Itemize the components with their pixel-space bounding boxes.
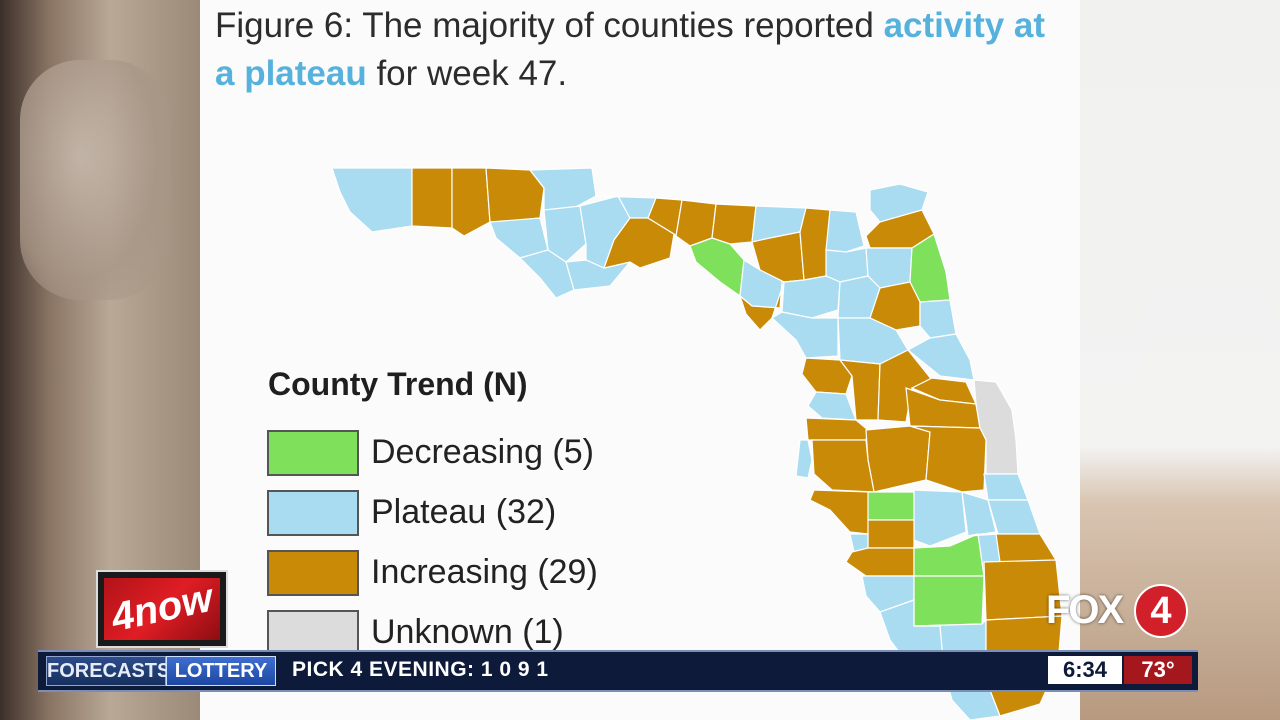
county [961, 491, 997, 537]
county [805, 417, 869, 441]
ticker-time: 6:34 [1048, 656, 1122, 684]
county [825, 209, 865, 253]
county [543, 205, 587, 263]
now-logo-text: 4now [107, 575, 217, 641]
ticker-text: PICK 4 EVENING: 1 0 9 1 [292, 658, 549, 681]
county [647, 197, 683, 238]
forecasts-tab[interactable]: FORECASTS [46, 656, 170, 686]
legend-label: Plateau (32) [371, 493, 557, 531]
fox-logo-number: 4 [1134, 584, 1188, 638]
county [845, 547, 915, 577]
county [781, 275, 841, 319]
county [811, 439, 875, 493]
county [771, 311, 839, 359]
figure-title-highlight: activity at a plateau [215, 6, 1046, 93]
legend-swatch [267, 490, 359, 536]
legend-label: Increasing (29) [371, 553, 598, 591]
county [411, 167, 453, 229]
county [906, 333, 975, 381]
county [983, 473, 1029, 501]
figure-title-prefix: Figure 6: The majority of counties repor… [215, 6, 884, 45]
legend-title: County Trend (N) [268, 366, 528, 402]
county [913, 489, 967, 547]
county [603, 217, 675, 269]
county [838, 359, 881, 421]
county [865, 425, 931, 493]
fox4-logo: FOX 4 [1046, 584, 1188, 638]
4now-logo: 4now [96, 570, 228, 648]
county [913, 575, 985, 627]
county [867, 491, 915, 521]
county [711, 203, 757, 245]
figure-title-suffix: for week 47. [366, 54, 568, 93]
legend-label: Decreasing (5) [371, 433, 594, 471]
county [451, 167, 491, 237]
legend-swatch [267, 610, 359, 656]
county [795, 439, 813, 479]
county [919, 299, 957, 339]
county [809, 489, 871, 535]
county [689, 237, 745, 298]
lottery-tab[interactable]: LOTTERY [166, 656, 276, 686]
county [807, 391, 857, 421]
ticker-temperature: 73° [1124, 656, 1192, 684]
fox-logo-text: FOX [1046, 588, 1124, 632]
news-ticker: FORECASTS LOTTERY PICK 4 EVENING: 1 0 9 … [38, 650, 1198, 692]
legend-swatch [267, 550, 359, 596]
figure-title: Figure 6: The majority of counties repor… [215, 2, 1055, 98]
legend-swatch [267, 430, 359, 476]
county [995, 533, 1058, 563]
county [331, 167, 413, 233]
figure-slide: Figure 6: The majority of counties repor… [200, 0, 1080, 720]
county [909, 425, 987, 493]
county [867, 519, 915, 549]
legend-label: Unknown (1) [371, 613, 564, 651]
